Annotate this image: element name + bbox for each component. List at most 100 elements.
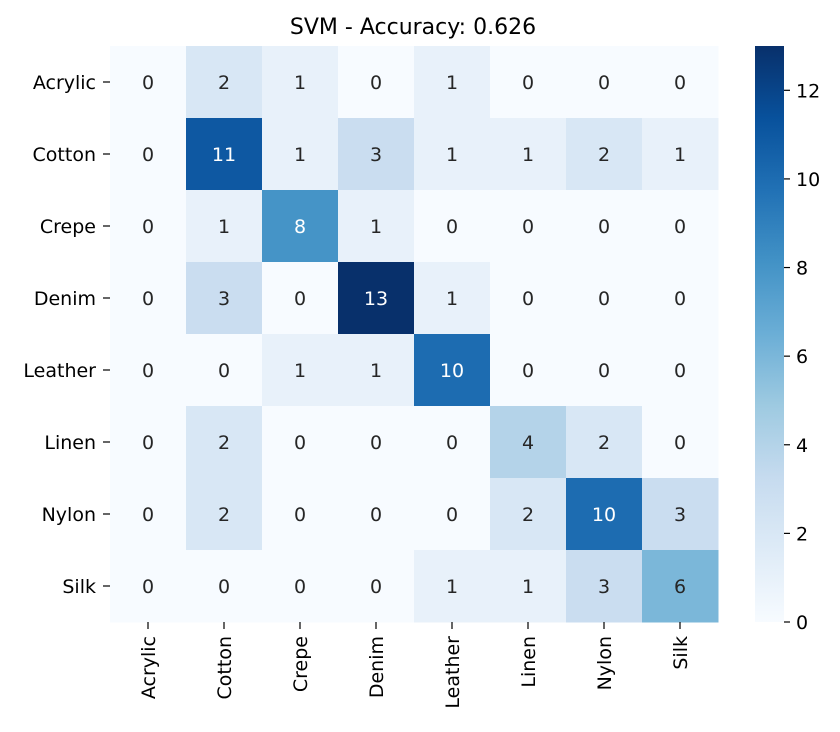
- heatmap-cell: [262, 46, 339, 119]
- colorbar-gradient: [755, 46, 784, 622]
- heatmap-cell: [490, 190, 567, 263]
- column-tick-label: Acrylic: [138, 636, 160, 699]
- heatmap-cell: [414, 262, 491, 335]
- heatmap-cell: [642, 478, 719, 551]
- row-tick-label: Cotton: [33, 144, 96, 166]
- cell-value-label: 3: [598, 576, 610, 598]
- column-tick-label: Leather: [442, 636, 464, 709]
- cell-value-label: 0: [522, 72, 534, 94]
- heatmap-cell: [566, 406, 643, 479]
- cell-value-label: 10: [592, 504, 616, 526]
- colorbar-tick-label: 0: [796, 612, 808, 634]
- cell-value-label: 1: [446, 144, 458, 166]
- cell-value-label: 0: [142, 432, 154, 454]
- heatmap-cell: [262, 262, 339, 335]
- cell-value-label: 0: [598, 216, 610, 238]
- cell-value-label: 0: [142, 144, 154, 166]
- row-tick-label: Linen: [44, 432, 96, 454]
- heatmap-cell: [490, 478, 567, 551]
- cell-value-label: 0: [674, 432, 686, 454]
- heatmap-cell: [414, 118, 491, 191]
- heatmap-cell: [642, 406, 719, 479]
- cell-value-label: 0: [142, 360, 154, 382]
- heatmap-cell: [642, 118, 719, 191]
- heatmap-cell: [186, 262, 263, 335]
- heatmap-cell: [414, 190, 491, 263]
- heatmap-cell: [642, 334, 719, 407]
- column-tick-labels: Acrylic Cotton Crepe Denim Leather Linen Nylon…: [138, 622, 692, 709]
- cell-value-label: 3: [674, 504, 686, 526]
- cell-value-label: 0: [598, 72, 610, 94]
- cell-value-label: 1: [294, 360, 306, 382]
- column-tick-label: Cotton: [214, 636, 236, 699]
- cell-value-label: 2: [218, 72, 230, 94]
- cell-value-label: 0: [446, 504, 458, 526]
- heatmap-cell: [186, 550, 263, 623]
- cell-value-label: 0: [142, 576, 154, 598]
- cell-value-label: 0: [446, 432, 458, 454]
- heatmap-cell: [110, 190, 187, 263]
- heatmap-cell: [338, 190, 415, 263]
- cell-value-label: 0: [370, 72, 382, 94]
- row-tick-label: Silk: [62, 576, 96, 598]
- cell-value-label: 1: [674, 144, 686, 166]
- heatmap-cell: [566, 478, 643, 551]
- cell-value-label: 0: [674, 216, 686, 238]
- heatmap-cell: [414, 550, 491, 623]
- heatmap-cell: [110, 406, 187, 479]
- heatmap-cell: [186, 118, 263, 191]
- colorbar-tick-label: 12: [796, 80, 820, 102]
- heatmap-cell: [414, 334, 491, 407]
- heatmap-cell: [490, 262, 567, 335]
- heatmap-cell: [186, 46, 263, 119]
- heatmap-cell: [262, 478, 339, 551]
- heatmap-cell: [566, 190, 643, 263]
- cell-value-label: 0: [674, 288, 686, 310]
- cell-value-label: 0: [218, 360, 230, 382]
- cell-value-label: 1: [446, 72, 458, 94]
- cell-value-label: 4: [522, 432, 534, 454]
- cell-value-label: 0: [522, 216, 534, 238]
- row-tick-label: Crepe: [40, 216, 96, 238]
- cell-value-label: 1: [218, 216, 230, 238]
- cell-value-label: 1: [446, 288, 458, 310]
- column-tick-label: Denim: [366, 636, 388, 698]
- heatmap-cell: [338, 118, 415, 191]
- cell-value-label: 0: [522, 360, 534, 382]
- cell-value-label: 6: [674, 576, 686, 598]
- heatmap-cell: [490, 550, 567, 623]
- heatmap-cell: [186, 190, 263, 263]
- cell-value-label: 0: [294, 504, 306, 526]
- cell-value-label: 0: [674, 72, 686, 94]
- cell-value-label: 2: [522, 504, 534, 526]
- cell-value-label: 0: [522, 288, 534, 310]
- heatmap-cell: [110, 478, 187, 551]
- heatmap-cell: [338, 478, 415, 551]
- cell-value-label: 0: [142, 72, 154, 94]
- row-tick-label: Acrylic: [33, 72, 96, 94]
- heatmap-cell: [642, 550, 719, 623]
- heatmap-cell: [338, 262, 415, 335]
- row-tick-label: Leather: [23, 360, 96, 382]
- colorbar-tick-label: 2: [796, 523, 808, 545]
- cell-value-label: 0: [446, 216, 458, 238]
- heatmap-cell: [642, 262, 719, 335]
- heatmap-cell: [414, 406, 491, 479]
- cell-value-label: 0: [142, 504, 154, 526]
- heatmap-cell: [642, 190, 719, 263]
- heatmap-cell: [110, 550, 187, 623]
- heatmap-cell: [414, 46, 491, 119]
- cell-value-label: 0: [142, 216, 154, 238]
- cell-value-label: 0: [598, 360, 610, 382]
- heatmap-cell: [490, 406, 567, 479]
- cell-value-label: 0: [294, 576, 306, 598]
- cell-value-label: 0: [370, 432, 382, 454]
- colorbar-tick-label: 4: [796, 435, 808, 457]
- heatmap-cell: [414, 478, 491, 551]
- cell-value-label: 11: [212, 144, 236, 166]
- cell-value-label: 2: [598, 144, 610, 166]
- cell-value-label: 8: [294, 216, 306, 238]
- row-tick-label: Nylon: [42, 504, 96, 526]
- cell-value-label: 1: [294, 144, 306, 166]
